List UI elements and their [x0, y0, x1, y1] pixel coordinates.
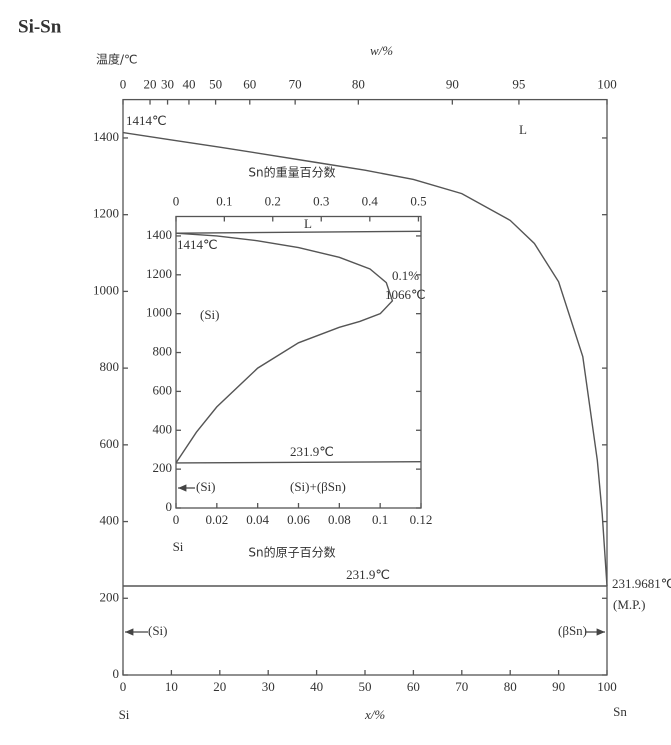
top-tick-label: 60 — [243, 77, 256, 92]
y-tick-label: 0 — [113, 666, 120, 681]
x-tick-label: 50 — [359, 679, 372, 694]
y-tick-label: 1200 — [146, 266, 172, 281]
top-tick-label: 80 — [352, 77, 365, 92]
x-tick-label: 40 — [310, 679, 323, 694]
top-tick-label: 0.3 — [313, 193, 329, 208]
annotation: 0.1% — [392, 268, 419, 283]
top-tick-label: 0.1 — [216, 193, 232, 208]
top-tick-label: 0.4 — [362, 193, 379, 208]
x-tick-label: 0 — [173, 512, 180, 527]
x-tick-label: 70 — [455, 679, 468, 694]
top-axis-label: Sn的重量百分数 — [248, 165, 335, 180]
top-tick-label: 100 — [597, 77, 617, 92]
annotation: (Si) — [148, 623, 168, 638]
curve — [175, 232, 394, 464]
top-tick-label: 0.5 — [410, 193, 426, 208]
annotation: 1414℃ — [177, 237, 218, 252]
chart-title: Si-Sn — [18, 16, 62, 37]
top-tick-label: 0.2 — [265, 193, 281, 208]
top-tick-label: 95 — [512, 77, 525, 92]
annotation: (M.P.) — [613, 597, 646, 612]
top-tick-label: 70 — [289, 77, 302, 92]
annotation: 231.9℃ — [346, 567, 390, 582]
curve — [122, 131, 608, 587]
annotation: 231.9℃ — [290, 444, 334, 459]
curve — [175, 461, 422, 464]
y-tick-label: 1200 — [93, 206, 119, 221]
annotation: Sn — [613, 704, 627, 719]
x-tick-label: 0.12 — [410, 512, 433, 527]
annotation: L — [519, 122, 527, 137]
curve — [175, 230, 422, 234]
annotation: (Si) — [200, 307, 220, 322]
top-tick-label: 40 — [182, 77, 195, 92]
x-axis-label: x/% — [364, 707, 385, 722]
top-tick-label: 20 — [144, 77, 157, 92]
top-axis-label: w/% — [370, 43, 393, 58]
annotation: Si — [119, 707, 130, 722]
x-tick-label: 0.08 — [328, 512, 351, 527]
x-tick-label: 10 — [165, 679, 178, 694]
annotation: (Si)+(βSn) — [290, 479, 346, 494]
x-tick-label: 30 — [262, 679, 275, 694]
top-tick-label: 50 — [209, 77, 222, 92]
y-tick-label: 600 — [153, 382, 173, 397]
x-tick-label: 20 — [213, 679, 226, 694]
y-tick-label: 1400 — [93, 129, 119, 144]
top-tick-label: 30 — [161, 77, 174, 92]
y-tick-label: 600 — [100, 436, 120, 451]
y-tick-label: 800 — [100, 359, 120, 374]
top-tick-label: 90 — [446, 77, 459, 92]
x-tick-label: 0.06 — [287, 512, 310, 527]
x-tick-label: 0 — [120, 679, 127, 694]
x-tick-label: 80 — [504, 679, 517, 694]
y-tick-label: 1000 — [146, 305, 172, 320]
y-tick-label: 1400 — [146, 227, 172, 242]
annotation: 231.9681℃ — [612, 576, 671, 591]
y-tick-label: 200 — [153, 460, 173, 475]
y-tick-label: 800 — [153, 344, 173, 359]
annotation: (βSn) — [558, 623, 587, 638]
x-tick-label: 0.04 — [246, 512, 269, 527]
x-tick-label: 0.02 — [205, 512, 228, 527]
x-tick-label: 100 — [597, 679, 617, 694]
y-tick-label: 400 — [100, 513, 120, 528]
annotation: (Si) — [196, 479, 216, 494]
y-tick-label: 1000 — [93, 282, 119, 297]
x-axis-label: Sn的原子百分数 — [248, 545, 335, 560]
x-tick-label: 90 — [552, 679, 565, 694]
y-axis-label: 温度/℃ — [96, 52, 138, 67]
y-tick-label: 200 — [100, 589, 120, 604]
inset-background — [172, 212, 426, 512]
top-tick-label: 0 — [173, 193, 180, 208]
annotation: 1414℃ — [126, 113, 167, 128]
annotation: Si — [173, 539, 184, 554]
y-tick-label: 400 — [153, 421, 173, 436]
annotation: L — [304, 216, 312, 231]
top-tick-label: 0 — [120, 77, 127, 92]
x-tick-label: 0.1 — [372, 512, 388, 527]
x-tick-label: 60 — [407, 679, 420, 694]
annotation: 1066℃ — [385, 287, 426, 302]
y-tick-label: 0 — [166, 499, 173, 514]
